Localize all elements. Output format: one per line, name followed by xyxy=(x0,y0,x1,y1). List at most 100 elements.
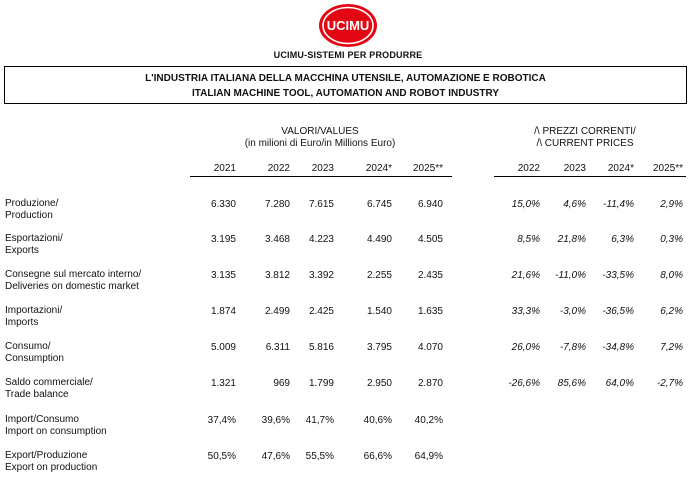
change-header-line-2: /\ CURRENT PRICES xyxy=(536,138,634,149)
value-cell: 4.505 xyxy=(417,234,443,245)
row-label: Saldo commerciale/Trade balance xyxy=(5,377,93,401)
value-cell: 1.874 xyxy=(210,306,236,317)
value-cell: 7.280 xyxy=(264,199,290,210)
value-cell: 5.816 xyxy=(308,342,334,353)
values-header-line-2: (in milioni di Euro/in Millions Euro) xyxy=(244,138,396,149)
value-cell: 50,5% xyxy=(207,451,236,462)
row-label: Export/Produzione Export on production xyxy=(5,450,97,474)
row-label-it: Export/Produzione xyxy=(5,450,88,461)
value-cell: 1.635 xyxy=(417,306,443,317)
change-cell: -36,5% xyxy=(602,306,634,317)
values-header-line-1: VALORI/VALUES xyxy=(281,126,359,137)
logo-text: UCIMU xyxy=(327,18,370,33)
change-cell: 2,9% xyxy=(660,199,683,210)
value-cell: 3.468 xyxy=(264,234,290,245)
change-header-rule xyxy=(494,176,686,177)
change-cell: -11,4% xyxy=(603,199,634,210)
row-label: Importazioni/Imports xyxy=(5,305,62,329)
row-label-it: Consegne sul mercato interno/ xyxy=(5,269,142,280)
row-label: Import/Consumo Import on consumption xyxy=(5,414,107,438)
value-cell: 3.195 xyxy=(210,234,236,245)
value-cell: 4.070 xyxy=(417,342,443,353)
change-cell: 8,0% xyxy=(660,270,683,281)
value-cell: 7.615 xyxy=(308,199,334,210)
change-cell: 21,8% xyxy=(557,234,586,245)
year-header: 2022 xyxy=(267,163,290,174)
value-cell: 2.870 xyxy=(417,378,443,389)
value-cell: 39,6% xyxy=(261,415,290,426)
change-cell: -2,7% xyxy=(656,378,683,389)
row-label: Consegne sul mercato interno/Deliveries … xyxy=(5,269,141,293)
year-header: 2024* xyxy=(365,163,392,174)
value-cell: 40,2% xyxy=(414,415,443,426)
value-cell: 3.795 xyxy=(366,342,392,353)
value-cell: 6.330 xyxy=(210,199,236,210)
row-label-en: Deliveries on domestic market xyxy=(5,281,139,292)
value-cell: 2.950 xyxy=(366,378,392,389)
values-header-rule xyxy=(190,176,452,177)
row-label-it: Consumo/ xyxy=(5,341,51,352)
change-year-header: 2025** xyxy=(652,163,683,174)
row-label-it: Importazioni/ xyxy=(5,305,63,316)
title-line-2: ITALIAN MACHINE TOOL, AUTOMATION AND ROB… xyxy=(191,88,500,99)
value-cell: 4.490 xyxy=(366,234,392,245)
title-line-1: L'INDUSTRIA ITALIANA DELLA MACCHINA UTEN… xyxy=(145,73,546,84)
row-label-en: Production xyxy=(5,210,53,221)
value-cell: 6.940 xyxy=(417,199,443,210)
row-label-en: Import on consumption xyxy=(5,426,107,437)
change-cell: -34,8% xyxy=(602,342,634,353)
row-label: Consumo/Consumption xyxy=(5,341,64,365)
value-cell: 3.135 xyxy=(210,270,236,281)
year-header: 2025** xyxy=(412,163,443,174)
row-label: Produzione/Production xyxy=(5,198,58,222)
value-cell: 3.812 xyxy=(264,270,290,281)
change-year-header: 2024* xyxy=(607,163,634,174)
value-cell: 40,6% xyxy=(363,415,392,426)
value-cell: 969 xyxy=(273,378,290,389)
change-cell: 0,3% xyxy=(660,234,683,245)
row-label-it: Esportazioni/ xyxy=(5,233,63,244)
change-cell: 6,2% xyxy=(660,306,683,317)
year-header: 2023 xyxy=(311,163,334,174)
row-label-it: Import/Consumo xyxy=(5,414,79,425)
row-label: Esportazioni/Exports xyxy=(5,233,63,257)
value-cell: 6.311 xyxy=(265,342,290,353)
row-label-it: Saldo commerciale/ xyxy=(5,377,93,388)
row-label-it: Produzione/ xyxy=(5,198,59,209)
ucimu-logo: UCIMU xyxy=(319,4,377,47)
change-year-header: 2023 xyxy=(563,163,586,174)
change-header-line-1: /\ PREZZI CORRENTI/ xyxy=(534,126,636,137)
change-cell: -3,0% xyxy=(559,306,586,317)
change-cell: -26,6% xyxy=(508,378,540,389)
value-cell: 3.392 xyxy=(308,270,334,281)
change-cell: -33,5% xyxy=(602,270,634,281)
change-cell: -7,8% xyxy=(559,342,586,353)
value-cell: 1.799 xyxy=(308,378,334,389)
value-cell: 2.425 xyxy=(308,306,334,317)
value-cell: 6.745 xyxy=(366,199,392,210)
row-label-en: Export on production xyxy=(5,462,98,473)
title-box: L'INDUSTRIA ITALIANA DELLA MACCHINA UTEN… xyxy=(4,66,687,104)
value-cell: 2.255 xyxy=(366,270,392,281)
value-cell: 1.540 xyxy=(366,306,392,317)
change-cell: 26,0% xyxy=(511,342,540,353)
change-cell: 7,2% xyxy=(660,342,683,353)
change-cell: 33,3% xyxy=(511,306,540,317)
row-label-en: Trade balance xyxy=(5,389,69,400)
change-cell: 15,0% xyxy=(511,199,540,210)
value-cell: 5.009 xyxy=(210,342,236,353)
value-cell: 66,6% xyxy=(363,451,392,462)
change-cell: 64,0% xyxy=(605,378,634,389)
change-cell: 8,5% xyxy=(517,234,540,245)
value-cell: 37,4% xyxy=(207,415,236,426)
value-cell: 1.321 xyxy=(210,378,236,389)
value-cell: 41,7% xyxy=(305,415,334,426)
row-label-en: Consumption xyxy=(5,353,64,364)
change-cell: 6,3% xyxy=(611,234,634,245)
value-cell: 47,6% xyxy=(261,451,290,462)
change-cell: 21,6% xyxy=(511,270,540,281)
row-label-en: Imports xyxy=(5,317,39,328)
change-cell: 85,6% xyxy=(557,378,586,389)
change-year-header: 2022 xyxy=(517,163,540,174)
change-cell: -11,0% xyxy=(555,270,586,281)
